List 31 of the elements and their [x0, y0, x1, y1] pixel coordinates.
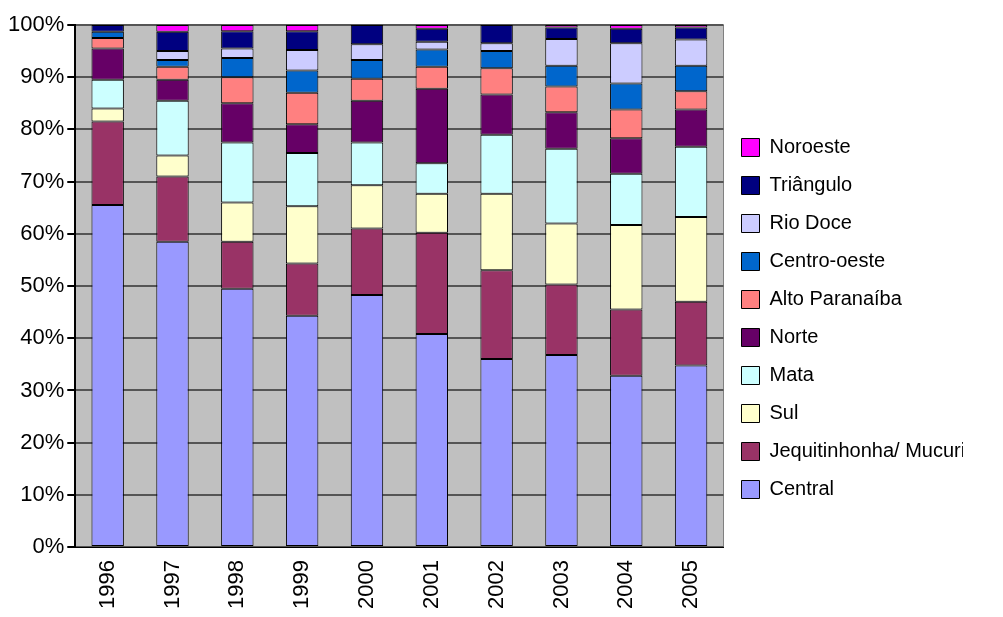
- legend-label: Central: [769, 477, 834, 500]
- legend-label: Centro-oeste: [769, 249, 886, 272]
- x-tick-label: 2004: [612, 560, 638, 610]
- legend-label: Sul: [769, 401, 799, 424]
- x-tick-label: 2003: [547, 560, 573, 610]
- legend-label: Noroeste: [769, 135, 851, 158]
- x-tick-label: 1996: [93, 560, 119, 610]
- y-tick-label: 0%: [32, 533, 65, 559]
- y-tick-label: 70%: [20, 167, 65, 193]
- legend-label: Rio Doce: [769, 211, 852, 234]
- y-tick-label: 50%: [20, 272, 65, 298]
- legend-label: Triângulo: [769, 173, 853, 196]
- legend-label: Alto Paranaíba: [769, 287, 903, 310]
- x-tick-label: 1997: [158, 560, 184, 610]
- legend-label: Mata: [769, 363, 815, 386]
- y-tick-label: 40%: [20, 324, 65, 350]
- legend-label: Jequitinhonha/ Mucuri: [769, 439, 966, 462]
- y-tick-label: 100%: [7, 11, 65, 37]
- x-tick-label: 2001: [417, 560, 443, 610]
- y-tick-label: 90%: [20, 63, 65, 89]
- x-tick-label: 2002: [482, 560, 508, 610]
- x-tick-label: 2005: [677, 560, 703, 610]
- y-tick-label: 60%: [20, 219, 65, 245]
- y-tick-label: 30%: [20, 376, 65, 402]
- y-tick-label: 80%: [20, 115, 65, 141]
- legend-label: Norte: [769, 325, 819, 348]
- y-tick-label: 10%: [20, 480, 65, 506]
- y-tick-label: 20%: [20, 428, 65, 454]
- x-tick-label: 2000: [353, 560, 379, 610]
- x-tick-label: 1999: [288, 560, 314, 610]
- x-tick-label: 1998: [223, 560, 249, 610]
